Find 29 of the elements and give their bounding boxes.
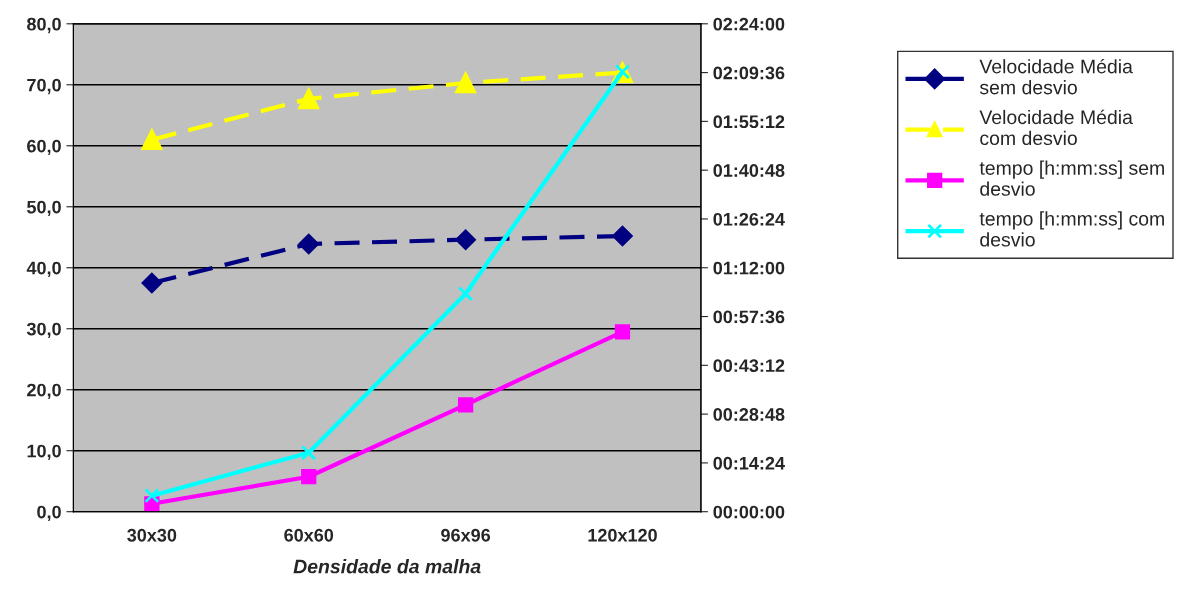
y-tick-label: 60,0 xyxy=(27,139,61,156)
y2-tick-label: 01:26:24 xyxy=(713,212,785,226)
legend-label: Velocidade Média com desvio xyxy=(979,109,1133,146)
y2-tick-label: 01:40:48 xyxy=(713,164,785,177)
legend-label: tempo [h:mm:ss] sem desvio xyxy=(979,160,1164,196)
y2-tick-label: 01:12:00 xyxy=(713,261,785,275)
x-tick-label: 60x60 xyxy=(284,528,334,542)
y-tick-label: 80,0 xyxy=(27,17,61,34)
y2-tick-label: 00:57:36 xyxy=(713,310,785,324)
x-tick-label: 96x96 xyxy=(441,528,491,542)
y2-tick-label: 01:55:12 xyxy=(713,115,785,129)
x-tick-label: 120x120 xyxy=(588,528,657,542)
y2-tick-label: 02:09:36 xyxy=(713,66,785,80)
y-tick-label: 10,0 xyxy=(27,444,61,461)
legend-label: tempo [h:mm:ss] com desvio xyxy=(979,211,1164,247)
y2-tick-label: 00:43:12 xyxy=(713,359,785,373)
y-tick-label: 20,0 xyxy=(27,383,61,400)
y-tick-label: 70,0 xyxy=(27,78,61,95)
legend-label: Velocidade Média sem desvio xyxy=(979,58,1133,95)
y-tick-label: 0,0 xyxy=(37,505,61,522)
y2-tick-label: 00:28:48 xyxy=(713,408,785,421)
y-tick-label: 40,0 xyxy=(26,261,61,278)
y2-tick-label: 02:24:00 xyxy=(713,17,785,31)
x-tick-label: 30x30 xyxy=(127,528,177,542)
y-tick-label: 30,0 xyxy=(26,322,61,339)
y2-tick-label: 00:14:24 xyxy=(713,456,785,470)
y-tick-label: 50,0 xyxy=(27,200,61,217)
x-axis-title: Densidade da malha xyxy=(293,559,481,574)
y2-tick-label: 00:00:00 xyxy=(713,505,785,519)
